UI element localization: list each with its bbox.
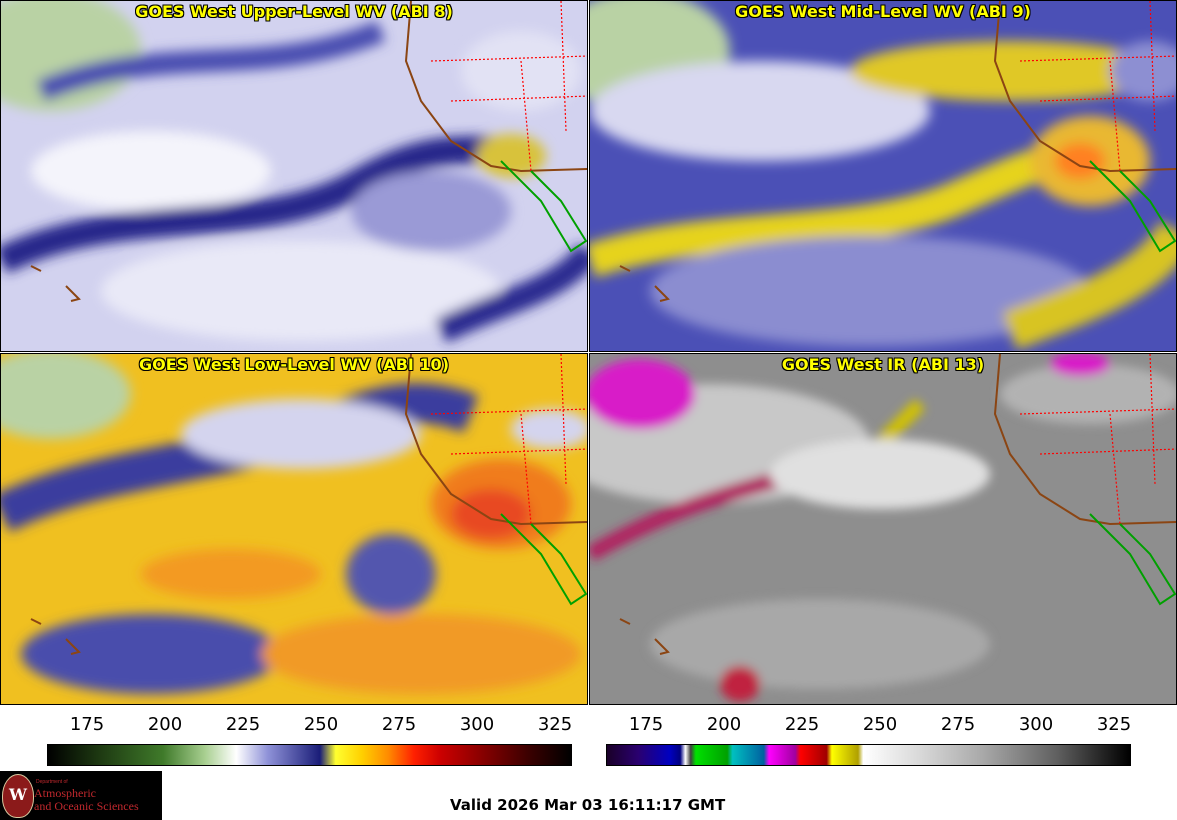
panel-mid-level-wv: GOES West Mid-Level WV (ABI 9): [589, 0, 1177, 352]
ir-tick-label: 275: [940, 714, 976, 735]
wv-tick-label: 175: [69, 714, 105, 735]
ir-tick-label: 250: [862, 714, 898, 735]
panel-ir: GOES West IR (ABI 13): [589, 353, 1177, 705]
ir-tick-label: 300: [1018, 714, 1054, 735]
wv-tick-label: 225: [225, 714, 261, 735]
logo-line-2: and Oceanic Sciences: [34, 799, 139, 813]
panel-title: GOES West IR (ABI 13): [781, 355, 985, 374]
valid-time: Valid 2026 Mar 03 16:11:17 GMT: [450, 796, 726, 814]
wv-tick-label: 250: [303, 714, 339, 735]
panel-title: GOES West Low-Level WV (ABI 10): [138, 355, 449, 374]
ir-colorbar: [606, 744, 1131, 766]
aos-logo: W Department of Atmospheric and Oceanic …: [0, 771, 162, 820]
logo-line-1: Atmospheric: [34, 786, 96, 800]
university-seal-icon: W: [2, 774, 34, 818]
ir-tick-label: 225: [784, 714, 820, 735]
panel-title: GOES West Mid-Level WV (ABI 9): [735, 2, 1031, 21]
ir-tick-label: 200: [706, 714, 742, 735]
panel-title: GOES West Upper-Level WV (ABI 8): [135, 2, 453, 21]
wv-tick-label: 200: [147, 714, 183, 735]
panel-low-level-wv: GOES West Low-Level WV (ABI 10): [0, 353, 588, 705]
wv-tick-label: 325: [537, 714, 573, 735]
low-level-wv-image: [1, 354, 587, 704]
ir-image: [590, 354, 1176, 704]
logo-department: Department of: [36, 779, 68, 785]
ir-colorbar-ticks: 175 200 225 250 275 300 325: [606, 714, 1131, 754]
wv-colorbar: [47, 744, 572, 766]
wv-tick-label: 275: [381, 714, 417, 735]
upper-level-wv-image: [1, 1, 587, 351]
panel-upper-level-wv: GOES West Upper-Level WV (ABI 8): [0, 0, 588, 352]
ir-tick-label: 175: [628, 714, 664, 735]
wv-tick-label: 300: [459, 714, 495, 735]
wv-colorbar-ticks: 175 200 225 250 275 300 325: [47, 714, 572, 754]
mid-level-wv-image: [590, 1, 1176, 351]
ir-tick-label: 325: [1096, 714, 1132, 735]
